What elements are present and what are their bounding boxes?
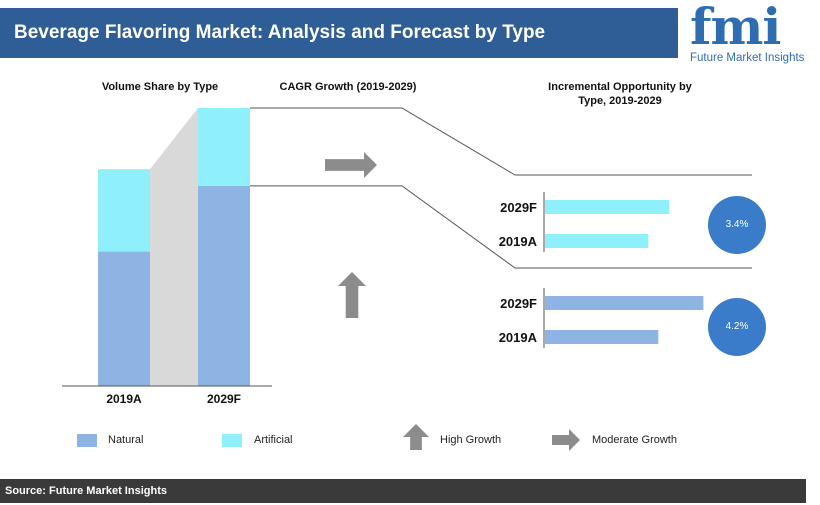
bar-natural-2029F [198,185,250,386]
guide-line-natural [250,185,752,269]
legend-label-moderate-growth: Moderate Growth [592,434,677,446]
fmi-logo: fmi Future Market Insights [688,2,814,66]
legend-swatch-artificial [222,434,242,447]
incremental-title-line2: Type, 2019-2029 [578,95,662,107]
high-growth-arrow-icon [338,272,366,318]
source-footer: Source: Future Market Insights [0,479,806,503]
title-banner: Beverage Flavoring Market: Analysis and … [0,8,678,58]
legend-label-high-growth: High Growth [440,434,502,446]
bar-connector [150,108,198,386]
page-title: Beverage Flavoring Market: Analysis and … [14,22,546,43]
moderate-growth-arrow-icon [325,152,377,178]
bar-natural-2019A [98,251,150,386]
guide-line-artificial [250,107,752,176]
logo-letters: fmi [690,0,781,56]
hbar-artificial-2029F [545,200,670,214]
hbar-label-natural-2019A: 2019A [499,330,538,345]
hbar-artificial-2019A [545,234,649,248]
source-text: Source: Future Market Insights [5,485,167,497]
logo-name: Future Market Insights [690,52,805,64]
cagr-circle-natural: 4.2% [708,298,766,356]
legend-label-natural: Natural [108,434,144,446]
bar-artificial-2029F [198,108,250,186]
legend-swatch-natural [77,434,97,447]
hbar-label-natural-2029F: 2029F [500,296,537,311]
bar-label-2019A: 2019A [106,392,142,406]
volume-share-title: Volume Share by Type [101,81,219,93]
bar-label-2029F: 2029F [207,392,241,406]
legend-high-growth-icon [403,424,429,450]
cagr-title: CAGR Growth (2019-2029) [279,81,417,93]
hbar-natural-2029F [545,296,704,310]
cagr-circle-artificial: 3.4% [708,196,766,254]
legend-moderate-growth-icon [552,429,580,451]
bar-artificial-2019A [98,169,150,252]
hbar-label-artificial-2029F: 2029F [500,200,537,215]
hbar-label-artificial-2019A: 2019A [499,234,538,249]
legend-label-artificial: Artificial [254,434,293,446]
incremental-title-line1: Incremental Opportunity by [548,81,692,93]
hbar-natural-2019A [545,330,659,344]
